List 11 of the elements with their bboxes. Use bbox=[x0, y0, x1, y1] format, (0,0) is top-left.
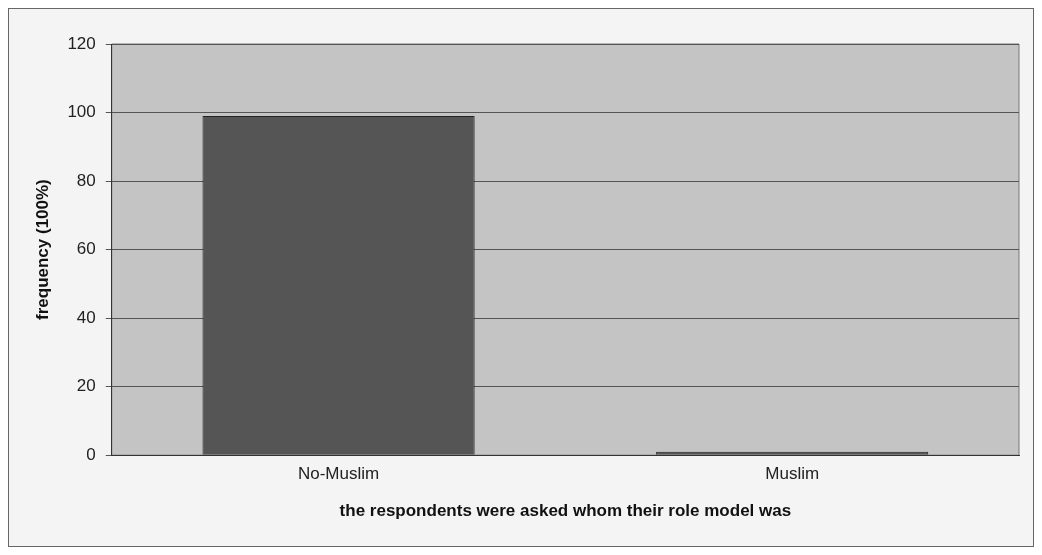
x-tick-label: No-Muslim bbox=[297, 464, 380, 484]
y-tick-label: 20 bbox=[76, 376, 96, 396]
y-tick-label: 100 bbox=[67, 102, 96, 122]
y-tick-label: 60 bbox=[76, 239, 96, 259]
y-tick-label: 80 bbox=[76, 170, 96, 190]
y-tick-label: 120 bbox=[67, 33, 96, 53]
x-tick-label: Muslim bbox=[765, 464, 820, 484]
y-tick-label: 40 bbox=[76, 307, 96, 327]
y-tick-label: 0 bbox=[86, 444, 96, 464]
y-axis-title: frequency (100%) bbox=[32, 179, 52, 320]
x-axis-title: the respondents were asked whom their role model was bbox=[339, 501, 792, 521]
